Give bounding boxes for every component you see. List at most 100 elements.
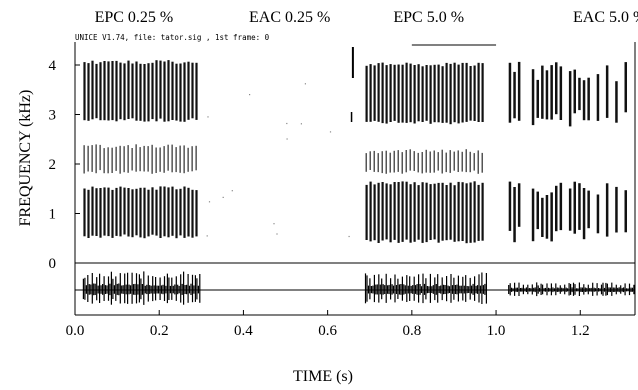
spectrogram-striation <box>143 187 146 239</box>
spectrogram-striation <box>441 182 444 241</box>
x-tick-label: 1.0 <box>487 323 506 339</box>
spectrogram-speckle <box>350 112 353 122</box>
spectrogram-striation <box>175 189 178 239</box>
spectrogram-striation <box>115 146 117 171</box>
spectrogram-striation <box>381 182 384 241</box>
spectrogram-striation <box>433 183 436 240</box>
spectrogram-striation <box>413 182 416 242</box>
spectrogram-striation <box>393 64 396 121</box>
condition-label-epc-025: EPC 0.25 % <box>95 9 174 26</box>
spectrogram-striation <box>99 188 102 238</box>
spectrogram-striation <box>582 80 586 121</box>
spectrogram-striation <box>179 188 182 236</box>
spectrogram-striation <box>107 187 110 237</box>
spectrogram-striation <box>139 187 142 238</box>
spectrogram-striation <box>115 60 118 122</box>
spectrogram-striation <box>91 186 94 236</box>
spectrogram-striation <box>369 151 371 170</box>
spectrogram-striation <box>481 152 483 173</box>
spectrogram-speckle <box>276 233 278 235</box>
spectrogram-speckle <box>304 83 306 85</box>
spectrogram-striation <box>453 185 456 242</box>
spectrogram-striation <box>151 144 153 174</box>
spectrogram-striation <box>461 62 464 123</box>
spectrogram-striation <box>477 62 480 122</box>
spectrogram-striation <box>155 60 158 122</box>
spectrogram-striation <box>389 184 392 243</box>
waveform-panel <box>75 271 635 305</box>
spectrogram-striation <box>559 182 563 231</box>
spectrogram-striation <box>151 187 154 235</box>
x-axis-label: TIME (s) <box>293 368 353 385</box>
spectrogram-striation <box>159 60 162 119</box>
spectrogram-striation <box>469 151 471 173</box>
spectrogram-striation <box>445 152 447 173</box>
spectrogram-striation <box>167 187 170 238</box>
spectrogram-striation <box>555 185 558 232</box>
spectrogram-striation <box>465 149 467 173</box>
spectrogram-striation <box>389 64 392 122</box>
spectrogram-striation <box>413 65 416 124</box>
spectrogram-striation <box>389 152 391 173</box>
spectrogram-speckle <box>249 94 251 96</box>
spectrogram-striation <box>596 74 600 121</box>
spectrogram-striation <box>147 189 150 237</box>
spectrogram-striation <box>582 188 586 240</box>
x-tick-label: 0.8 <box>402 323 421 339</box>
spectrogram-striation <box>550 192 553 242</box>
spectrogram-striation <box>373 150 375 172</box>
spectrogram-striation <box>365 153 367 172</box>
spectrogram-striation <box>421 152 423 174</box>
spectrogram-striation <box>191 189 194 238</box>
spectrogram-striation <box>139 63 142 121</box>
spectrogram-striation <box>127 188 130 237</box>
spectrogram-striation <box>83 62 86 121</box>
spectrogram-striation <box>171 61 174 120</box>
spectrogram-striation <box>95 144 97 174</box>
spectrogram-striation <box>429 184 432 240</box>
spectrogram-striation <box>87 189 90 238</box>
spectrogram-striation <box>99 62 102 121</box>
y-tick-label: 1 <box>49 207 57 223</box>
spectrogram-striation <box>143 64 146 122</box>
axes: 0.0 0.2 0.4 0.6 0.8 1.0 1.2 0 1 2 3 4 <box>49 58 590 339</box>
spectrogram-striation <box>135 188 138 236</box>
x-tick-label: 0.2 <box>150 323 169 339</box>
spectrogram-striation <box>119 186 122 237</box>
spectrogram-striation <box>568 188 572 231</box>
spectrogram-striation <box>111 189 114 238</box>
spectrogram-speckle <box>208 201 211 203</box>
spectrogram-striation <box>401 181 404 242</box>
spectrogram-striation <box>541 197 544 237</box>
spectrogram-striation <box>587 190 590 229</box>
spectrogram-striation <box>147 63 150 122</box>
spectrogram-striation <box>171 144 173 173</box>
spectrogram-striation <box>175 147 177 173</box>
spectrogram-striation <box>365 65 368 122</box>
spectrogram-striation <box>167 60 170 122</box>
spectrogram-striation <box>425 65 428 121</box>
spectrogram-speckle <box>231 190 233 192</box>
spectrogram-striation <box>151 62 154 120</box>
spectrogram-striation <box>449 63 452 125</box>
spectrogram-striation <box>401 152 403 174</box>
condition-label-epc-50: EPC 5.0 % <box>393 9 464 26</box>
spectrogram-striation <box>578 77 581 111</box>
spectrogram-speckle <box>286 138 288 140</box>
spectrogram-striation <box>127 145 129 173</box>
plot-frame <box>74 42 636 316</box>
spectrogram-striation <box>477 184 480 241</box>
spectrogram-speckle <box>300 123 302 125</box>
spectrogram-striation <box>99 144 101 171</box>
spectrogram-striation <box>445 185 448 241</box>
spectrogram-striation <box>429 151 431 173</box>
spectrogram-striation <box>87 145 89 172</box>
spectrogram-striation <box>615 81 618 123</box>
spectrogram-striation <box>183 186 186 238</box>
spectrogram-striation <box>159 186 162 238</box>
spectrogram-striation <box>187 147 189 172</box>
spectrogram-speckle <box>329 131 332 133</box>
spectrogram-striation <box>445 62 448 123</box>
x-tick-label: 0.4 <box>234 323 253 339</box>
